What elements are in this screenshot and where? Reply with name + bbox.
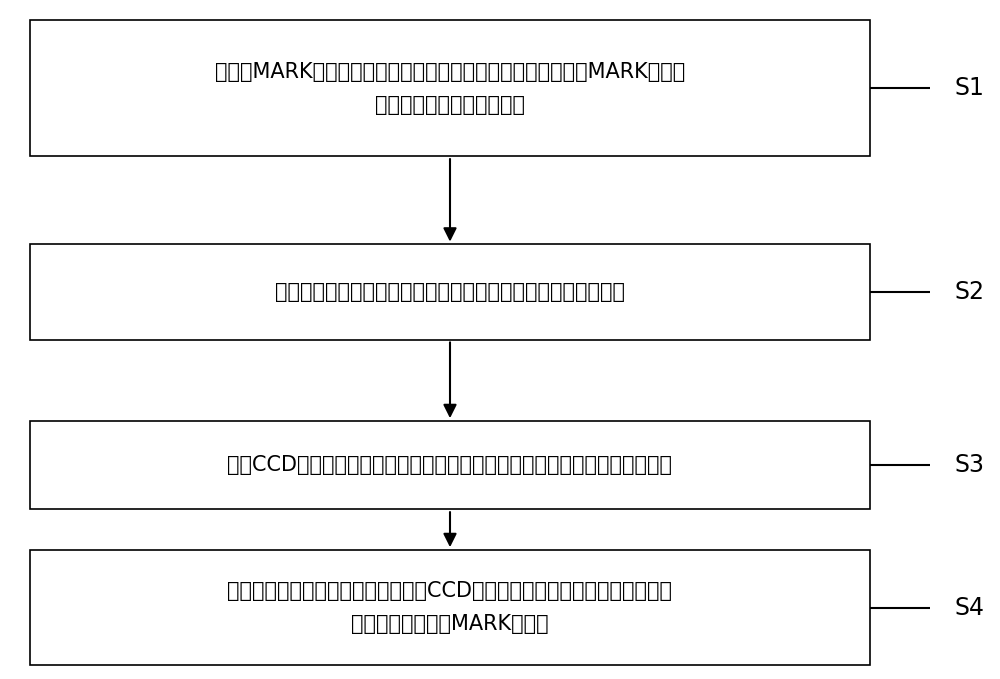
FancyBboxPatch shape <box>30 20 870 156</box>
Text: S3: S3 <box>955 453 985 477</box>
Text: 将带有MARK标记点的基板放入定位平台上中，移动定位平台使MARK标记点
在光刺机中的理论坐标位置: 将带有MARK标记点的基板放入定位平台上中，移动定位平台使MARK标记点 在光刺… <box>215 62 685 115</box>
Text: 在设定的搜索范围内，通过螺旋路径法计算定位平台的搜索路径: 在设定的搜索范围内，通过螺旋路径法计算定位平台的搜索路径 <box>275 282 625 302</box>
FancyBboxPatch shape <box>30 244 870 340</box>
Text: 固定CCD相机静止，驱动定位平台按照搜索路径进行移动以带动基板同步移动: 固定CCD相机静止，驱动定位平台按照搜索路径进行移动以带动基板同步移动 <box>227 455 672 475</box>
Text: S1: S1 <box>955 76 985 100</box>
FancyBboxPatch shape <box>30 550 870 665</box>
Text: S2: S2 <box>955 280 985 304</box>
Text: S4: S4 <box>955 595 985 620</box>
FancyBboxPatch shape <box>30 421 870 509</box>
Text: 在带有基板的定位平台移动过程中，CCD相机实时采集基板图形的图像，采用
图像处理算法对位MARK标记点: 在带有基板的定位平台移动过程中，CCD相机实时采集基板图形的图像，采用 图像处理… <box>227 581 672 634</box>
